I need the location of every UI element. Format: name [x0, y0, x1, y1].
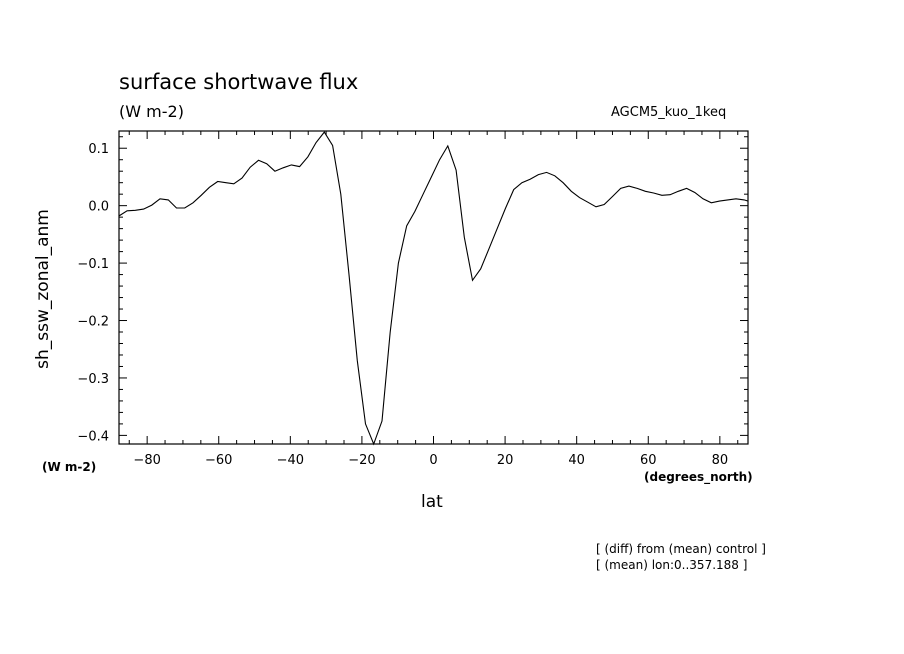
y-tick-label: −0.4 [77, 429, 109, 444]
y-tick-label: 0.0 [88, 200, 109, 215]
note-mean: [ (mean) lon:0..357.188 ] [596, 558, 748, 572]
x-tick-label: 40 [568, 453, 585, 468]
x-axis-label: lat [421, 492, 443, 512]
x-tick-label: 80 [712, 453, 729, 468]
y-axis-units: (W m-2) [42, 460, 97, 474]
note-diff: [ (diff) from (mean) control ] [596, 542, 766, 556]
axis-ticks [119, 131, 748, 444]
series-line [118, 131, 749, 446]
x-tick-label: 0 [429, 453, 437, 468]
tick-labels: −80 −60 −40 −20 0 20 40 60 80 0.1 0.0 −0.1 −0.2 −0.3 −… [77, 142, 728, 468]
x-tick-label: −60 [205, 453, 232, 468]
x-axis-units: (degrees_north) [644, 470, 753, 484]
plot-frame [118, 130, 749, 445]
x-tick-label: −40 [277, 453, 304, 468]
x-tick-label: −20 [348, 453, 375, 468]
y-tick-label: 0.1 [88, 142, 109, 157]
title-units: (W m-2) [119, 102, 184, 121]
x-tick-label: 60 [640, 453, 657, 468]
y-tick-label: −0.3 [77, 372, 109, 387]
y-tick-label: −0.2 [77, 315, 109, 330]
run-label: AGCM5_kuo_1keq [611, 105, 727, 120]
x-tick-label: 20 [497, 453, 514, 468]
y-tick-label: −0.1 [77, 257, 109, 272]
x-tick-label: −80 [133, 453, 160, 468]
chart-title: surface shortwave flux [119, 70, 359, 94]
